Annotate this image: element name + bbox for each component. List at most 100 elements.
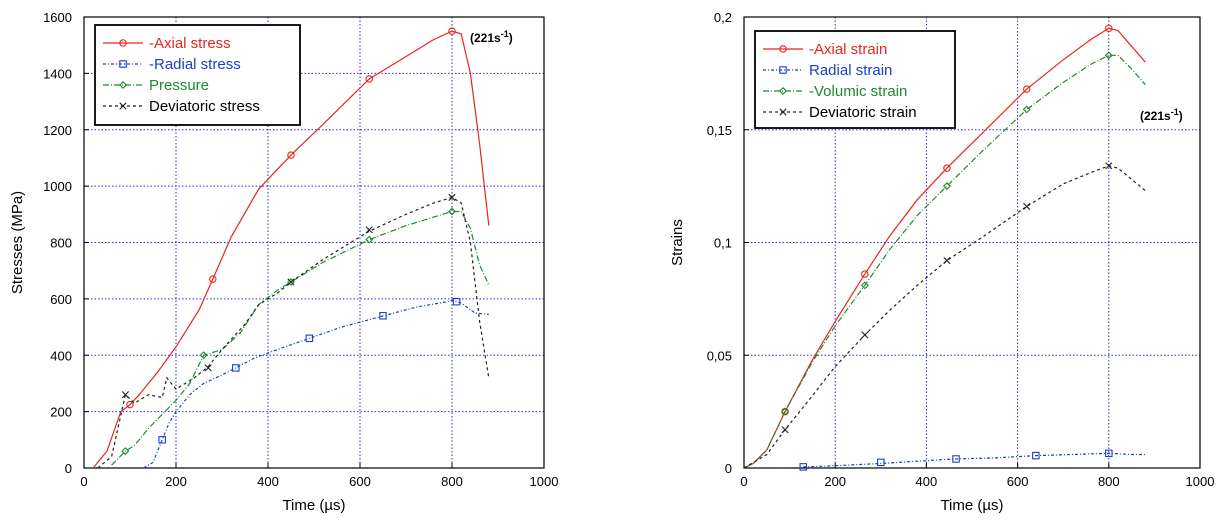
x-tick-label: 200 bbox=[824, 474, 846, 489]
y-tick-label: 600 bbox=[50, 292, 72, 307]
data-point-square bbox=[119, 60, 127, 68]
series-3-group bbox=[97, 193, 490, 469]
data-point-circle bbox=[365, 75, 373, 83]
y-axis-label: Stresses (MPa) bbox=[9, 191, 26, 294]
legend: -Axial strain Radial strain -Volumic strai… bbox=[754, 30, 956, 129]
strain-rate-annotation: (221s-1) bbox=[1140, 107, 1183, 123]
data-point-cross bbox=[861, 331, 869, 339]
legend-entry-label: Radial strain bbox=[809, 62, 892, 79]
data-point-cross bbox=[943, 256, 951, 265]
x-tick-label: 800 bbox=[441, 474, 463, 489]
y-tick-label: 400 bbox=[50, 348, 72, 363]
legend-entry-label: -Radial stress bbox=[149, 56, 241, 73]
data-point-square bbox=[158, 436, 166, 444]
data-point-circle bbox=[126, 400, 134, 409]
x-tick-label: 400 bbox=[257, 474, 279, 489]
x-tick-label: 200 bbox=[165, 474, 187, 489]
data-point-square bbox=[379, 312, 387, 320]
data-point-cross bbox=[779, 108, 787, 116]
y-axis-label: Strains bbox=[669, 219, 686, 266]
data-point-diamond bbox=[779, 87, 787, 95]
data-point-square bbox=[232, 364, 240, 372]
data-point-square bbox=[1105, 449, 1113, 458]
data-point-circle bbox=[119, 39, 127, 47]
data-point-circle bbox=[448, 27, 456, 35]
data-point-circle bbox=[1022, 85, 1031, 93]
series-line bbox=[743, 165, 1146, 469]
y-tick-label: 1400 bbox=[43, 66, 72, 81]
y-tick-label: 0,2 bbox=[714, 10, 732, 25]
x-tick-label: 600 bbox=[349, 474, 371, 489]
data-point-circle bbox=[1105, 24, 1113, 33]
legend-entry-label: -Volumic strain bbox=[809, 83, 907, 100]
series-1-group bbox=[799, 449, 1146, 471]
data-point-cross bbox=[119, 102, 127, 110]
data-point-square bbox=[877, 458, 885, 467]
x-tick-label: 400 bbox=[916, 474, 938, 489]
data-point-diamond bbox=[1022, 105, 1031, 114]
legend-box bbox=[94, 24, 301, 126]
data-point-cross bbox=[448, 193, 456, 201]
data-point-diamond bbox=[121, 447, 130, 456]
series-line bbox=[111, 210, 490, 466]
legend-entry-label: -Axial stress bbox=[149, 35, 231, 52]
data-point-circle bbox=[779, 45, 787, 53]
strain-rate-annotation: (221s-1) bbox=[470, 29, 513, 45]
data-point-diamond bbox=[781, 407, 790, 416]
x-tick-label: 0 bbox=[740, 474, 747, 489]
y-tick-label: 1000 bbox=[43, 179, 72, 194]
x-tick-label: 0 bbox=[80, 474, 87, 489]
data-point-cross bbox=[287, 278, 295, 286]
data-point-square bbox=[952, 455, 960, 463]
data-point-diamond bbox=[942, 182, 951, 191]
x-axis-label: Time (µs) bbox=[940, 497, 1003, 514]
x-axis-label: Time (µs) bbox=[282, 497, 345, 514]
stress-chart-panel: 0 200 400 600 800 1000 0 200 400 600 800 1000 1200 14… bbox=[9, 10, 558, 514]
legend-entry-label: Pressure bbox=[149, 77, 209, 94]
series-3-group bbox=[743, 162, 1146, 469]
legend-entry-label: Deviatoric strain bbox=[809, 104, 917, 121]
y-tick-label: 0,1 bbox=[714, 236, 732, 251]
data-point-diamond bbox=[1104, 51, 1113, 60]
legend-entry-label: Deviatoric stress bbox=[149, 98, 260, 115]
y-tick-label: 1200 bbox=[43, 123, 72, 138]
data-point-diamond bbox=[860, 281, 869, 290]
data-point-diamond bbox=[448, 207, 456, 216]
data-point-diamond bbox=[365, 235, 374, 244]
series-1-group bbox=[143, 297, 489, 469]
series-line bbox=[143, 299, 489, 469]
series-line bbox=[803, 452, 1146, 468]
data-point-cross bbox=[365, 226, 373, 234]
data-point-cross bbox=[1105, 162, 1113, 170]
data-point-diamond bbox=[119, 81, 127, 89]
y-tick-label: 0 bbox=[725, 461, 732, 476]
x-tick-label: 600 bbox=[1007, 474, 1029, 489]
y-tick-label: 1600 bbox=[43, 10, 72, 25]
x-tick-label: 800 bbox=[1098, 474, 1120, 489]
data-point-circle bbox=[209, 275, 217, 283]
y-tick-label: 200 bbox=[50, 405, 72, 420]
y-tick-label: 800 bbox=[50, 236, 72, 251]
data-point-square bbox=[452, 297, 461, 306]
x-tick-label: 1000 bbox=[530, 474, 559, 489]
data-point-cross bbox=[781, 426, 789, 434]
data-point-cross bbox=[204, 364, 212, 372]
data-point-square bbox=[305, 334, 314, 343]
legend: -Axial stress -Radial stress Pressure Devia… bbox=[94, 24, 301, 126]
data-point-circle bbox=[287, 151, 295, 159]
data-point-diamond bbox=[199, 351, 208, 360]
y-tick-label: 0 bbox=[65, 461, 72, 476]
data-point-square bbox=[779, 66, 787, 74]
legend-entry-label: -Axial strain bbox=[809, 41, 887, 58]
data-point-square bbox=[1032, 451, 1040, 460]
data-point-square bbox=[799, 463, 808, 471]
x-tick-label: 1000 bbox=[1186, 474, 1215, 489]
data-point-cross bbox=[121, 391, 129, 399]
data-point-circle bbox=[861, 270, 869, 278]
series-line bbox=[743, 27, 1146, 469]
y-tick-label: 0,05 bbox=[707, 348, 732, 363]
series-line bbox=[97, 196, 490, 469]
series-line bbox=[743, 54, 1146, 469]
data-point-cross bbox=[1023, 202, 1031, 211]
